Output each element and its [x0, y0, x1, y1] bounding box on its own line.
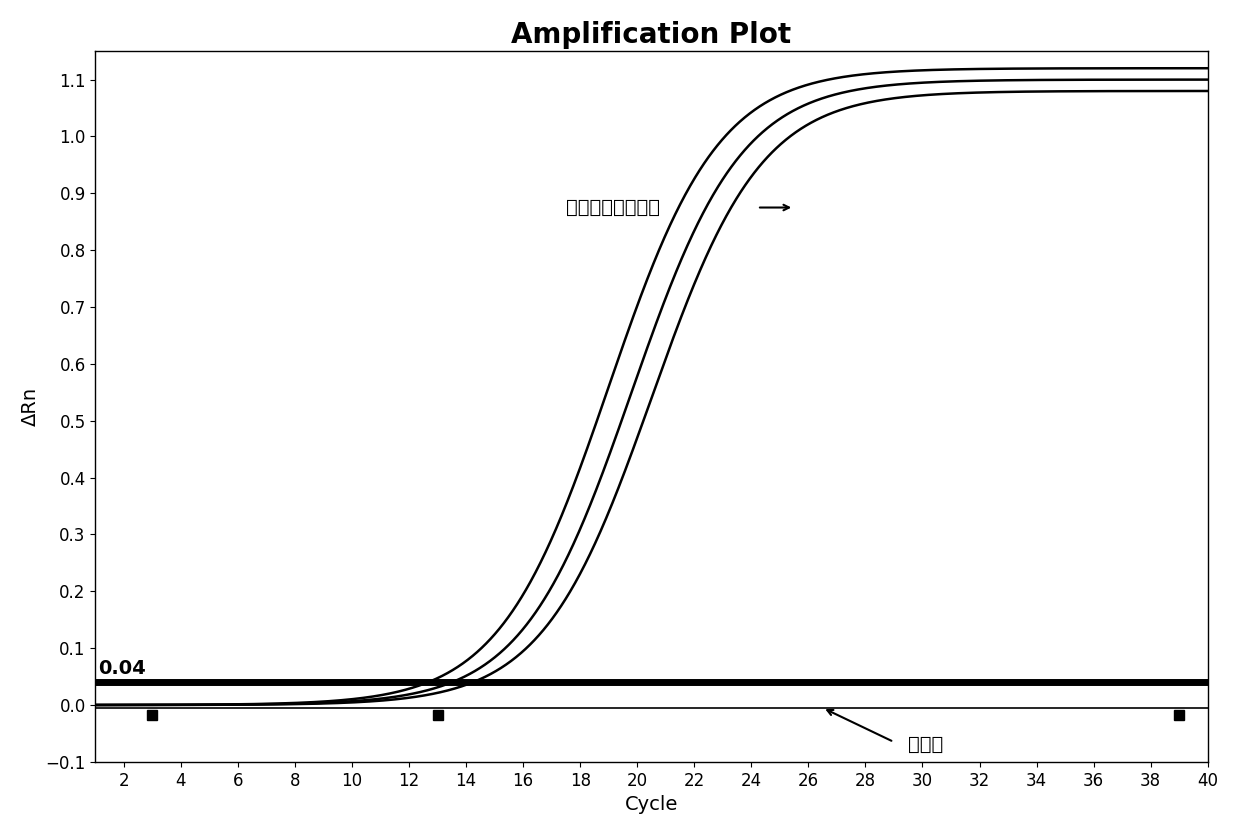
X-axis label: Cycle: Cycle — [624, 795, 678, 814]
Text: 副溶血性弧菌活菌: 副溶血性弧菌活菌 — [566, 198, 660, 217]
Title: Amplification Plot: Amplification Plot — [512, 21, 792, 48]
Text: 对照组: 对照组 — [908, 736, 943, 754]
Y-axis label: ΔRn: ΔRn — [21, 387, 40, 426]
Text: 0.04: 0.04 — [98, 659, 146, 678]
